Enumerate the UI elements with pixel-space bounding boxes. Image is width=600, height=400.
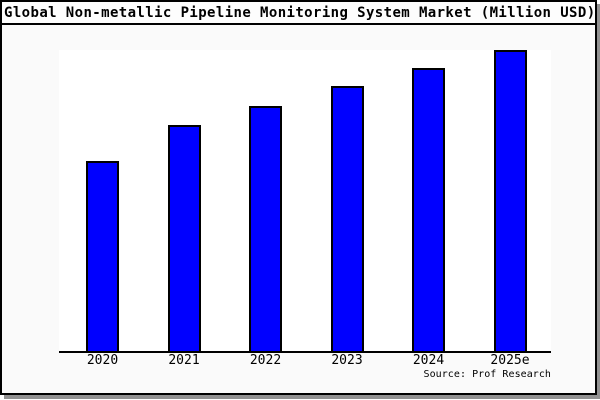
x-tick-label: 2021 — [168, 353, 200, 368]
x-tick-label: 2020 — [86, 353, 119, 368]
x-tick-label: 2025e — [490, 353, 530, 368]
plot-area — [59, 50, 551, 353]
x-tick-label: 2023 — [331, 353, 363, 368]
bar-2022 — [249, 106, 282, 351]
bar-2021 — [167, 125, 201, 351]
x-tick-label: 2024 — [412, 353, 445, 368]
source-note: Source: Prof Research — [423, 369, 551, 380]
bar-2025e — [493, 50, 527, 351]
x-tick-label: 2022 — [249, 353, 282, 368]
bar-2024 — [412, 68, 445, 351]
chart-title: Global Non-metallic Pipeline Monitoring … — [2, 2, 595, 25]
chart-body: 2020 2021 2022 2023 2024 2025e Source: Prof R… — [2, 25, 595, 393]
bar-2023 — [330, 86, 364, 351]
bar-2020 — [86, 161, 119, 351]
x-axis-labels: 2020 2021 2022 2023 2024 2025e — [2, 353, 595, 369]
